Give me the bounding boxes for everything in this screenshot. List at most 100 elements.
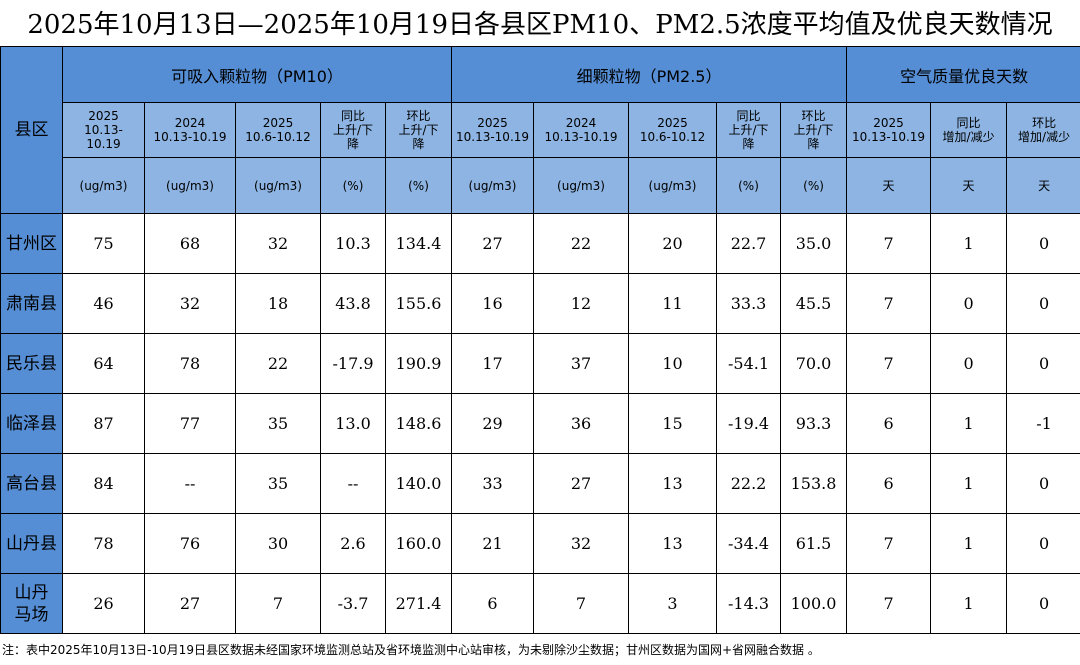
table-cell: 18: [235, 273, 321, 334]
table-row: 民乐县 64 78 22 -17.9 190.9 17 37 10 -54.1 70.0 7 0 0: [0, 333, 1080, 394]
column-subheader: 环比 上升/下 降: [384, 102, 453, 158]
table-cell: -14.3: [716, 573, 782, 634]
table-cell: 22.7: [716, 213, 782, 274]
table-cell: 7: [533, 573, 630, 634]
pm10-header: 可吸入颗粒物（PM10）: [61, 46, 453, 103]
table-cell: 7: [846, 273, 932, 334]
table-cell: 16: [451, 273, 535, 334]
table-cell: 0: [1006, 513, 1080, 574]
table-cell: 29: [451, 393, 535, 454]
table-cell: 78: [144, 333, 236, 394]
table-row: 甘州区 75 68 32 10.3 134.4 27 22 20 22.7 35.0 7 1 0: [0, 213, 1080, 274]
table-cell: 21: [451, 513, 535, 574]
table-cell: 22: [235, 333, 321, 394]
table-cell: 1: [930, 513, 1008, 574]
table-cell: 2.6: [320, 513, 386, 574]
table-cell: 33.3: [716, 273, 782, 334]
table-cell: -1: [1006, 393, 1080, 454]
table-cell: 0: [1006, 573, 1080, 634]
table-cell: 30: [235, 513, 321, 574]
table-cell: 10: [628, 333, 718, 394]
table-cell: 27: [451, 213, 535, 274]
table-cell: --: [144, 453, 236, 514]
column-subheader: 2025 10.6-10.12: [235, 102, 321, 158]
page-title: 2025年10月13日—2025年10月19日各县区PM10、PM2.5浓度平均…: [27, 10, 1053, 40]
table-cell: 7: [846, 333, 932, 394]
table-cell: 140.0: [384, 453, 453, 514]
table-cell: 84: [62, 453, 145, 514]
table-cell: 11: [628, 273, 718, 334]
column-unit: 天: [846, 157, 932, 214]
good-days-header: 空气质量优良天数: [846, 46, 1080, 103]
district-name: 甘州区: [0, 213, 63, 274]
table-cell: 87: [62, 393, 145, 454]
table-cell: 36: [533, 393, 630, 454]
footnote: 注：表中2025年10月13日-10月19日县区数据未经国家环境监测总站及省环境…: [2, 643, 820, 657]
table-cell: 78: [62, 513, 145, 574]
column-subheader: 2025 10.13-10.19: [846, 102, 932, 158]
column-unit: 天: [930, 157, 1008, 214]
table-cell: 1: [930, 393, 1008, 454]
table-cell: 3: [628, 573, 718, 634]
table-cell: 10.3: [320, 213, 386, 274]
table-row: 山丹 马场 26 27 7 -3.7 271.4 6 7 3 -14.3 100.0 7 1 0: [0, 573, 1080, 634]
column-subheader: 环比 上升/下 降: [780, 102, 848, 158]
column-subheader: 2025 10.13- 10.19: [62, 102, 145, 158]
column-subheader: 2024 10.13-10.19: [533, 102, 630, 158]
table-cell: 33: [451, 453, 535, 514]
table-cell: 61.5: [780, 513, 848, 574]
table-cell: 134.4: [384, 213, 453, 274]
table-cell: -17.9: [320, 333, 386, 394]
district-name: 肃南县: [0, 273, 63, 334]
table-cell: 35: [235, 453, 321, 514]
table-cell: 100.0: [780, 573, 848, 634]
column-unit: (%): [716, 157, 782, 214]
table-cell: 22: [533, 213, 630, 274]
table-cell: 0: [1006, 273, 1080, 334]
table-cell: 64: [62, 333, 145, 394]
column-unit: (ug/m3): [533, 157, 630, 214]
table-cell: 43.8: [320, 273, 386, 334]
table-cell: 35: [235, 393, 321, 454]
column-unit: (%): [320, 157, 386, 214]
column-unit: (ug/m3): [451, 157, 535, 214]
table-cell: -19.4: [716, 393, 782, 454]
column-subheader: 2025 10.13-10.19: [451, 102, 535, 158]
pm25-header: 细颗粒物（PM2.5）: [451, 46, 848, 103]
column-unit: (%): [384, 157, 453, 214]
table-cell: 76: [144, 513, 236, 574]
column-unit: (%): [780, 157, 848, 214]
column-unit: (ug/m3): [235, 157, 321, 214]
table-row: 高台县 84 -- 35 -- 140.0 33 27 13 22.2 153.8 6 1 0: [0, 453, 1080, 514]
table-cell: 148.6: [384, 393, 453, 454]
table-cell: 15: [628, 393, 718, 454]
district-name: 临泽县: [0, 393, 63, 454]
table-cell: --: [320, 453, 386, 514]
column-unit: (ug/m3): [62, 157, 145, 214]
table-cell: 7: [846, 513, 932, 574]
table-cell: -54.1: [716, 333, 782, 394]
table-cell: 32: [533, 513, 630, 574]
table-cell: 45.5: [780, 273, 848, 334]
district-name: 山丹 马场: [0, 573, 63, 634]
district-header: 县区: [0, 46, 63, 214]
table-cell: 1: [930, 573, 1008, 634]
table-cell: 70.0: [780, 333, 848, 394]
table-cell: 1: [930, 213, 1008, 274]
table-cell: 32: [144, 273, 236, 334]
column-subheader: 环比 增加/减少: [1006, 102, 1080, 158]
table-cell: 93.3: [780, 393, 848, 454]
table-cell: -3.7: [320, 573, 386, 634]
table-cell: -34.4: [716, 513, 782, 574]
table-cell: 6: [846, 453, 932, 514]
table-cell: 77: [144, 393, 236, 454]
table-cell: 153.8: [780, 453, 848, 514]
district-name: 民乐县: [0, 333, 63, 394]
table-cell: 190.9: [384, 333, 453, 394]
column-subheader: 同比 上升/下 降: [320, 102, 386, 158]
table-cell: 13: [628, 453, 718, 514]
table-cell: 17: [451, 333, 535, 394]
column-unit: (ug/m3): [628, 157, 718, 214]
table-row: 临泽县 87 77 35 13.0 148.6 29 36 15 -19.4 93.3 6 1 -1: [0, 393, 1080, 454]
data-table: 县区 可吸入颗粒物（PM10） 细颗粒物（PM2.5） 空气质量优良天数 202…: [0, 46, 1080, 634]
